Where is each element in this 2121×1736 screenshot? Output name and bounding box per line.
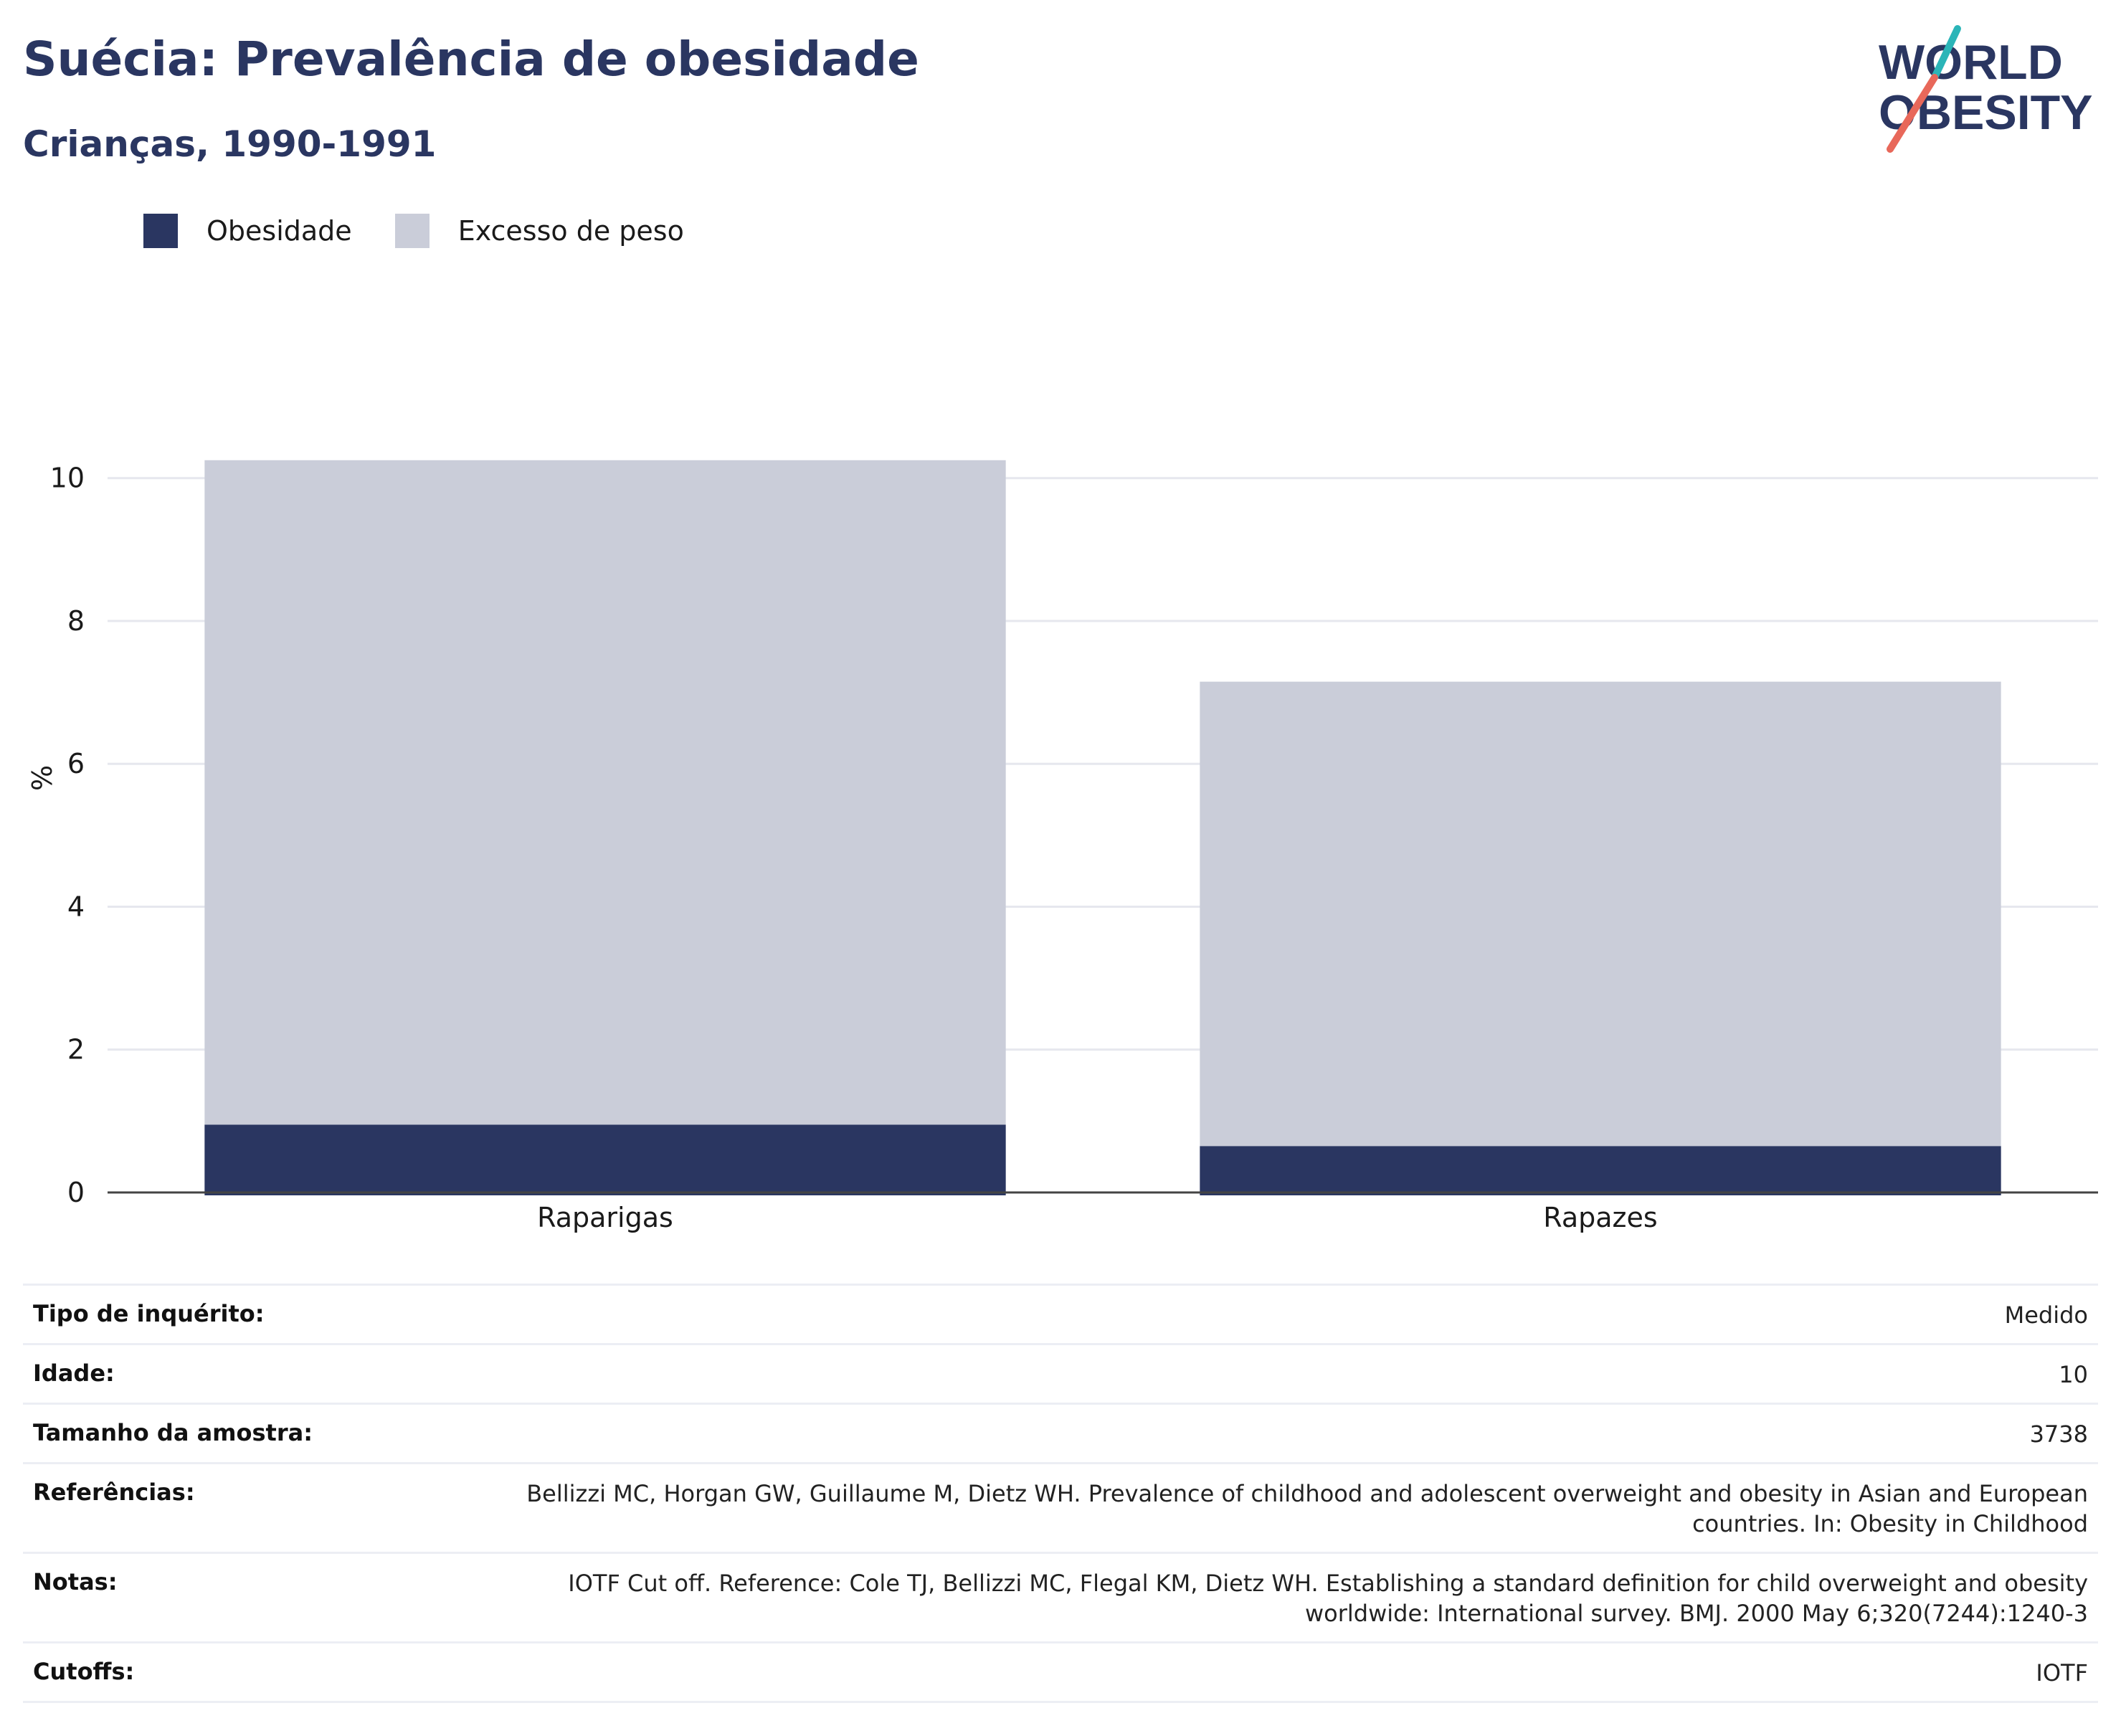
y-tick-label: 6 — [67, 748, 85, 779]
info-key: Tipo de inquérito: — [33, 1300, 265, 1327]
logo-accent-coral — [1887, 74, 1938, 153]
info-value: Bellizzi MC, Horgan GW, Guillaume M, Die… — [526, 1480, 2088, 1537]
y-tick-label: 4 — [67, 891, 85, 922]
info-row-sample-size: Tamanho da amostra: 3738 — [23, 1403, 2098, 1462]
info-value: IOTF — [2036, 1659, 2088, 1687]
world-obesity-logo: WORLD OBESITY — [1879, 25, 2093, 153]
logo-line1: WORLD — [1879, 35, 2063, 90]
bar-rapazes-excesso-de-peso[interactable] — [1200, 681, 2001, 1147]
info-value: Medido — [2004, 1301, 2088, 1329]
y-tick-label: 2 — [67, 1034, 85, 1066]
legend-label-excesso-de-peso: Excesso de peso — [457, 215, 684, 247]
bar-chart: 0 2 4 6 8 10 Raparigas Rapazes % — [27, 460, 2098, 1233]
logo-accent-teal — [1931, 25, 1961, 81]
info-value: IOTF Cut off. Reference: Cole TJ, Belliz… — [568, 1570, 2088, 1627]
chart-subtitle: Crianças, 1990-1991 — [23, 123, 437, 165]
info-key: Notas: — [33, 1568, 118, 1595]
info-row-age: Idade: 10 — [23, 1343, 2098, 1403]
bars — [204, 460, 2001, 1195]
info-row-notes: Notas: IOTF Cut off. Reference: Cole TJ,… — [23, 1552, 2098, 1641]
info-row-references: Referências: Bellizzi MC, Horgan GW, Gui… — [23, 1462, 2098, 1552]
info-key: Referências: — [33, 1479, 195, 1506]
info-key: Idade: — [33, 1360, 115, 1387]
axes: 0 2 4 6 8 10 Raparigas Rapazes — [50, 463, 2098, 1233]
chart-legend: Obesidade Excesso de peso — [143, 214, 727, 248]
info-key: Cutoffs: — [33, 1658, 135, 1685]
legend-item-excesso-de-peso[interactable]: Excesso de peso — [394, 214, 684, 248]
info-row-survey-type: Tipo de inquérito: Medido — [23, 1284, 2098, 1343]
info-row-cutoffs: Cutoffs: IOTF — [23, 1641, 2098, 1703]
info-key: Tamanho da amostra: — [33, 1419, 313, 1446]
legend-swatch-excesso-de-peso — [394, 214, 430, 248]
y-tick-label: 8 — [67, 605, 85, 637]
bar-rapazes-obesidade[interactable] — [1200, 1146, 2001, 1195]
y-tick-label: 0 — [67, 1177, 85, 1208]
info-value: 10 — [2059, 1361, 2088, 1388]
legend-item-obesidade[interactable]: Obesidade — [143, 214, 352, 248]
bar-raparigas-excesso-de-peso[interactable] — [204, 460, 1006, 1125]
info-value: 3738 — [2029, 1420, 2088, 1448]
x-tick-label: Rapazes — [1543, 1202, 1657, 1233]
y-axis-label: % — [27, 765, 58, 791]
x-tick-label: Raparigas — [537, 1202, 673, 1233]
legend-label-obesidade: Obesidade — [207, 215, 352, 247]
legend-swatch-obesidade — [143, 214, 178, 248]
chart-title: Suécia: Prevalência de obesidade — [23, 32, 919, 87]
survey-info-table: Tipo de inquérito: Medido Idade: 10 Tama… — [23, 1284, 2098, 1703]
y-tick-label: 10 — [50, 463, 85, 494]
bar-raparigas-obesidade[interactable] — [204, 1124, 1006, 1195]
